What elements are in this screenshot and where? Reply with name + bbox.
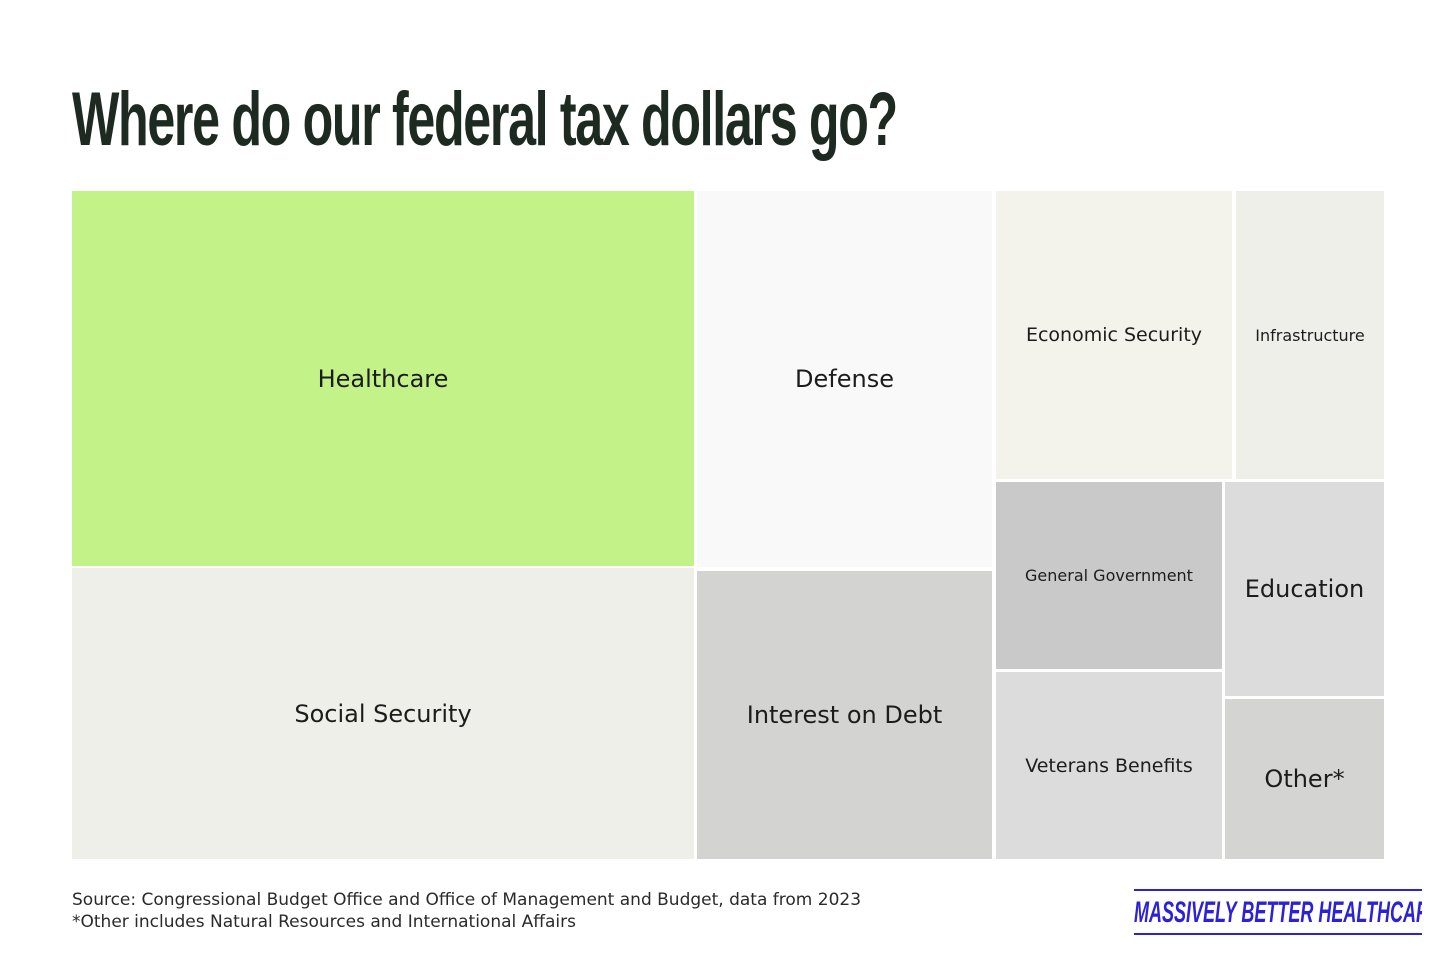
tile-label-education: Education: [1244, 575, 1365, 603]
tile-general-government: General Government: [996, 482, 1222, 669]
chart-title: Where do our federal tax dollars go?: [72, 77, 898, 162]
tile-label-veterans-benefits: Veterans Benefits: [1025, 754, 1193, 777]
brand-logo: MASSIVELY BETTER HEALTHCARE: [1134, 889, 1422, 935]
tile-label-defense: Defense: [795, 365, 894, 393]
source-note: Source: Congressional Budget Office and …: [72, 889, 861, 933]
tile-infrastructure: Infrastructure: [1236, 191, 1384, 479]
tile-label-healthcare: Healthcare: [317, 364, 449, 393]
tile-label-infrastructure: Infrastructure: [1255, 325, 1365, 345]
tile-healthcare: Healthcare: [72, 191, 694, 566]
source-line: Source: Congressional Budget Office and …: [72, 890, 862, 910]
tile-education: Education: [1225, 482, 1384, 696]
tile-label-other: Other*: [1264, 765, 1345, 793]
tile-label-economic-security: Economic Security: [1025, 324, 1203, 346]
tile-label-social-security: Social Security: [294, 699, 472, 728]
brand-wordmark: MASSIVELY BETTER HEALTHCARE: [1134, 896, 1422, 929]
tile-interest-on-debt: Interest on Debt: [697, 571, 992, 859]
footnote-line: *Other includes Natural Resources and In…: [72, 912, 576, 932]
tile-label-interest-on-debt: Interest on Debt: [746, 701, 943, 729]
tile-veterans-benefits: Veterans Benefits: [996, 672, 1222, 859]
tile-economic-security: Economic Security: [996, 191, 1232, 479]
tile-defense: Defense: [697, 191, 992, 567]
tile-other: Other*: [1225, 699, 1384, 859]
tile-social-security: Social Security: [72, 568, 694, 859]
tile-label-general-government: General Government: [1025, 566, 1193, 585]
